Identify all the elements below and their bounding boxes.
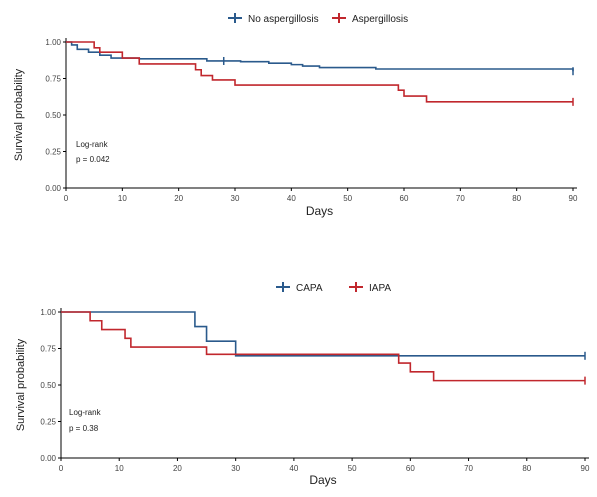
- top-survival-chart: No aspergillosis Aspergillosis 0.00 0.25 0.5…: [13, 13, 578, 218]
- logrank-p-value: p = 0.042: [76, 155, 110, 164]
- y-tick-label: 0.75: [45, 75, 61, 84]
- y-axis-title: Survival probability: [15, 338, 27, 431]
- x-tick-label: 40: [289, 464, 298, 473]
- y-tick-label: 0.00: [45, 184, 61, 193]
- y-axis-title: Survival probability: [13, 68, 25, 161]
- x-tick-label: 30: [231, 194, 240, 203]
- legend-label: No aspergillosis: [248, 14, 319, 25]
- y-tick-label: 0.00: [40, 454, 56, 463]
- y-tick-label: 1.00: [45, 38, 61, 47]
- legend-item-2: Aspergillosis: [332, 13, 408, 25]
- y-tick-label: 0.25: [40, 418, 56, 427]
- x-tick-label: 90: [581, 464, 590, 473]
- x-tick-label: 20: [173, 464, 182, 473]
- y-tick-label: 0.50: [45, 111, 61, 120]
- x-tick-label: 30: [231, 464, 240, 473]
- x-tick-label: 0: [59, 464, 64, 473]
- x-tick-label: 50: [348, 464, 357, 473]
- survival-curve-series-1: [61, 311, 585, 357]
- x-tick-label: 60: [406, 464, 415, 473]
- legend-item-1: CAPA: [276, 282, 323, 294]
- x-tick-label: 10: [118, 194, 127, 203]
- y-tick-label: 0.50: [40, 381, 56, 390]
- legend-item-1: No aspergillosis: [228, 13, 319, 25]
- x-tick-label: 70: [464, 464, 473, 473]
- x-tick-label: 50: [343, 194, 352, 203]
- logrank-label: Log-rank: [69, 408, 102, 417]
- y-tick-label: 1.00: [40, 308, 56, 317]
- survival-curve-series-1: [66, 41, 574, 72]
- logrank-label: Log-rank: [76, 140, 109, 149]
- x-tick-label: 40: [287, 194, 296, 203]
- x-tick-label: 80: [522, 464, 531, 473]
- y-tick-label: 0.25: [45, 148, 61, 157]
- x-tick-label: 0: [64, 194, 69, 203]
- survival-curve-series-2: [66, 41, 573, 103]
- x-axis-title: Days: [306, 204, 333, 218]
- legend-item-2: IAPA: [349, 282, 391, 294]
- logrank-p-value: p = 0.38: [69, 424, 99, 433]
- bottom-survival-chart: CAPA IAPA 0.00 0.25 0.50 0.75 1.00 0 10 20 30 40 50 6…: [15, 282, 590, 487]
- y-tick-label: 0.75: [40, 345, 56, 354]
- legend-label: CAPA: [296, 283, 323, 294]
- x-tick-label: 80: [512, 194, 521, 203]
- legend-label: IAPA: [369, 283, 391, 294]
- legend-label: Aspergillosis: [352, 14, 408, 25]
- survival-curve-series-2: [61, 311, 585, 382]
- x-axis-title: Days: [309, 473, 336, 487]
- x-tick-label: 10: [115, 464, 124, 473]
- x-tick-label: 60: [400, 194, 409, 203]
- x-tick-label: 70: [456, 194, 465, 203]
- x-tick-label: 90: [569, 194, 578, 203]
- x-tick-label: 20: [174, 194, 183, 203]
